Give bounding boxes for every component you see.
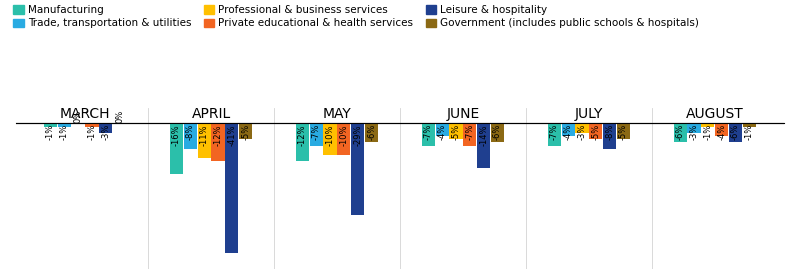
Bar [575, 123, 588, 133]
Text: -7%: -7% [312, 124, 321, 140]
Bar [86, 123, 99, 127]
Bar [589, 123, 603, 139]
Text: -6%: -6% [676, 124, 684, 140]
Bar [310, 123, 323, 146]
Text: -3%: -3% [101, 124, 110, 140]
Text: -3%: -3% [577, 124, 586, 140]
Bar [743, 123, 756, 127]
Text: -6%: -6% [367, 124, 376, 140]
Text: -4%: -4% [564, 124, 573, 140]
Bar [184, 123, 197, 149]
Bar [44, 123, 57, 127]
Bar [421, 123, 435, 146]
Text: -1%: -1% [88, 124, 97, 140]
Bar [617, 123, 630, 139]
Text: -8%: -8% [605, 124, 614, 140]
Bar [729, 123, 742, 142]
Bar [239, 123, 253, 139]
Text: -8%: -8% [186, 124, 195, 140]
Bar [715, 123, 729, 136]
Text: -1%: -1% [703, 124, 712, 140]
Text: -5%: -5% [451, 124, 460, 140]
Bar [436, 123, 449, 136]
Text: -10%: -10% [340, 124, 348, 146]
Bar [365, 123, 379, 142]
Text: -1%: -1% [46, 124, 55, 140]
Bar [449, 123, 463, 139]
Text: -5%: -5% [619, 124, 628, 140]
Text: 0%: 0% [116, 110, 124, 123]
Text: -1%: -1% [745, 124, 754, 140]
Bar [491, 123, 505, 142]
Text: -7%: -7% [466, 124, 474, 140]
Text: -10%: -10% [326, 124, 334, 146]
Bar [211, 123, 225, 161]
Text: -12%: -12% [214, 124, 223, 146]
Bar [225, 123, 238, 253]
Bar [562, 123, 575, 136]
Text: -7%: -7% [424, 124, 432, 140]
Bar [547, 123, 561, 146]
Text: -11%: -11% [200, 124, 208, 146]
Bar [603, 123, 616, 149]
Bar [687, 123, 701, 133]
Text: -7%: -7% [550, 124, 558, 140]
Text: -6%: -6% [493, 124, 502, 140]
Bar [197, 123, 211, 158]
Bar [58, 123, 71, 127]
Legend: Manufacturing, Trade, transportation & utilities, Professional & business servic: Manufacturing, Trade, transportation & u… [13, 5, 699, 28]
Bar [463, 123, 477, 146]
Text: -4%: -4% [718, 124, 726, 140]
Text: -14%: -14% [479, 124, 488, 146]
Bar [169, 123, 183, 174]
Bar [477, 123, 490, 168]
Text: -41%: -41% [227, 124, 236, 146]
Bar [99, 123, 112, 133]
Text: -1%: -1% [60, 124, 69, 140]
Text: -16%: -16% [172, 124, 181, 146]
Text: -3%: -3% [690, 124, 699, 140]
Text: -4%: -4% [438, 124, 447, 140]
Bar [351, 123, 364, 215]
Bar [337, 123, 351, 155]
Text: -5%: -5% [242, 124, 250, 140]
Text: -5%: -5% [592, 124, 600, 140]
Text: -29%: -29% [353, 124, 362, 146]
Text: -6%: -6% [731, 124, 740, 140]
Text: 0%: 0% [74, 110, 82, 123]
Bar [295, 123, 309, 161]
Bar [701, 123, 714, 127]
Bar [674, 123, 687, 142]
Bar [323, 123, 337, 155]
Text: -12%: -12% [298, 124, 307, 146]
